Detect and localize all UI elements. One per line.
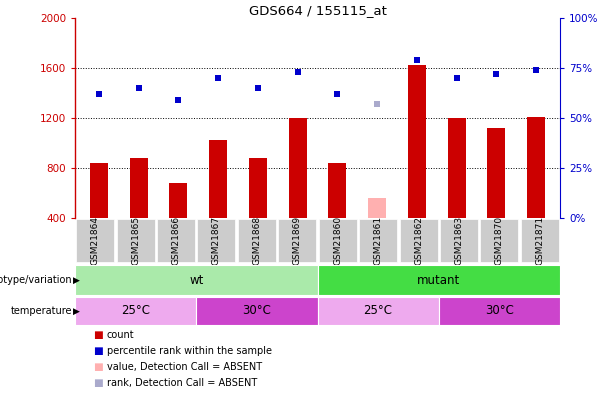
Bar: [157, 220, 195, 262]
Text: GSM21860: GSM21860: [333, 216, 342, 265]
Text: rank, Detection Call = ABSENT: rank, Detection Call = ABSENT: [107, 378, 257, 388]
Bar: [75, 297, 196, 325]
Bar: [400, 220, 438, 262]
Text: 25°C: 25°C: [364, 305, 392, 318]
Bar: [440, 220, 478, 262]
Text: ▶: ▶: [73, 307, 80, 315]
Text: GSM21870: GSM21870: [495, 216, 504, 265]
Bar: [318, 297, 439, 325]
Text: 25°C: 25°C: [121, 305, 150, 318]
Bar: [359, 220, 397, 262]
Text: GSM21865: GSM21865: [131, 216, 140, 265]
Text: percentile rank within the sample: percentile rank within the sample: [107, 346, 272, 356]
Text: temperature: temperature: [10, 306, 72, 316]
Bar: [329, 163, 346, 268]
Text: GSM21863: GSM21863: [454, 216, 463, 265]
Text: mutant: mutant: [417, 273, 460, 286]
Bar: [319, 220, 357, 262]
Text: count: count: [107, 330, 134, 340]
Text: GSM21861: GSM21861: [374, 216, 383, 265]
Bar: [197, 220, 235, 262]
Text: 30°C: 30°C: [242, 305, 272, 318]
Text: ▶: ▶: [73, 275, 80, 284]
Bar: [289, 118, 306, 268]
Bar: [238, 220, 276, 262]
Text: 30°C: 30°C: [485, 305, 514, 318]
Title: GDS664 / 155115_at: GDS664 / 155115_at: [248, 4, 386, 17]
Bar: [75, 265, 318, 295]
Bar: [318, 265, 560, 295]
Text: wt: wt: [189, 273, 204, 286]
Text: value, Detection Call = ABSENT: value, Detection Call = ABSENT: [107, 362, 262, 372]
Bar: [209, 141, 227, 268]
Bar: [90, 163, 108, 268]
Text: genotype/variation: genotype/variation: [0, 275, 72, 285]
Text: GSM21867: GSM21867: [212, 216, 221, 265]
Bar: [368, 198, 386, 268]
Bar: [76, 220, 114, 262]
Text: ■: ■: [93, 330, 103, 340]
Text: GSM21868: GSM21868: [253, 216, 261, 265]
Bar: [527, 117, 545, 268]
Bar: [169, 183, 188, 268]
Text: ■: ■: [93, 346, 103, 356]
Text: GSM21866: GSM21866: [172, 216, 181, 265]
Bar: [439, 297, 560, 325]
Bar: [487, 128, 505, 268]
Bar: [408, 66, 426, 268]
Text: ■: ■: [93, 378, 103, 388]
Bar: [521, 220, 559, 262]
Text: GSM21871: GSM21871: [535, 216, 544, 265]
Bar: [196, 297, 318, 325]
Bar: [116, 220, 154, 262]
Bar: [249, 158, 267, 268]
Bar: [130, 158, 148, 268]
Bar: [481, 220, 519, 262]
Text: GSM21869: GSM21869: [293, 216, 302, 265]
Text: ■: ■: [93, 362, 103, 372]
Bar: [447, 118, 466, 268]
Bar: [278, 220, 316, 262]
Text: GSM21862: GSM21862: [414, 216, 423, 265]
Text: GSM21864: GSM21864: [91, 216, 100, 265]
